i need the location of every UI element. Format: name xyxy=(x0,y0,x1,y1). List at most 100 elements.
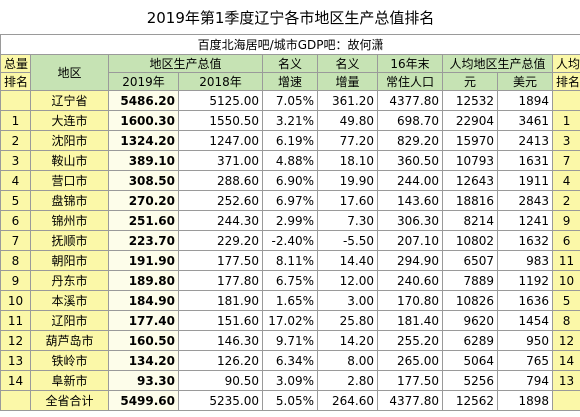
cell: 177.80 xyxy=(178,270,263,291)
data-row: 2 沈阳市 1324.20 1247.00 6.19% 77.20 829.20 15970 2… xyxy=(0,130,580,151)
column-header: 排名 xyxy=(551,72,580,91)
column-header: 16年末 xyxy=(377,54,443,73)
cell: 12562 xyxy=(442,390,498,411)
cell: 25.80 xyxy=(317,310,378,331)
title-row: 2019年第1季度辽宁各市地区生产总值排名 xyxy=(0,0,580,35)
cell: 244.30 xyxy=(178,210,263,231)
cell: 1550.50 xyxy=(178,110,263,131)
cell: 5256 xyxy=(442,370,498,391)
data-row: 6 锦州市 251.60 244.30 2.99% 7.30 306.30 8214 1241 9 xyxy=(0,210,580,231)
cell: 134.20 xyxy=(108,350,179,371)
cell: 阜新市 xyxy=(30,370,109,391)
cell: 189.80 xyxy=(108,270,179,291)
cell: 950 xyxy=(497,330,553,351)
cell: 12 xyxy=(0,330,31,351)
cell: 6 xyxy=(0,210,31,231)
cell: 全省合计 xyxy=(30,390,109,411)
column-header: 人均地区生产总值 xyxy=(442,54,553,73)
cell: 1324.20 xyxy=(108,130,179,151)
cell: 229.20 xyxy=(178,230,263,251)
cell: 17.02% xyxy=(262,310,318,331)
cell: 3.21% xyxy=(262,110,318,131)
cell xyxy=(0,90,31,111)
cell: 252.60 xyxy=(178,190,263,211)
cell: 4 xyxy=(551,170,580,191)
cell: 5486.20 xyxy=(108,90,179,111)
column-header: 名义 xyxy=(317,54,378,73)
cell: 240.60 xyxy=(377,270,443,291)
cell: 5 xyxy=(0,190,31,211)
column-header: 人均 xyxy=(551,54,580,73)
subtitle: 百度北海居吧/城市GDP吧：故何潇 xyxy=(0,34,580,55)
cell: 3 xyxy=(0,150,31,171)
cell: 5.05% xyxy=(262,390,318,411)
cell: 146.30 xyxy=(178,330,263,351)
cell: 244.00 xyxy=(377,170,443,191)
cell: 3461 xyxy=(497,110,553,131)
cell: 辽阳市 xyxy=(30,310,109,331)
cell: 11 xyxy=(0,310,31,331)
cell: 12532 xyxy=(442,90,498,111)
subtitle-row: 百度北海居吧/城市GDP吧：故何潇 xyxy=(0,34,580,55)
data-row: 辽宁省 5486.20 5125.00 7.05% 361.20 4377.80 12532… xyxy=(0,90,580,111)
cell: 1911 xyxy=(497,170,553,191)
column-header: 增量 xyxy=(317,72,378,91)
cell: 1632 xyxy=(497,230,553,251)
cell: 207.10 xyxy=(377,230,443,251)
cell: 1898 xyxy=(497,390,553,411)
cell: 丹东市 xyxy=(30,270,109,291)
cell: 2.99% xyxy=(262,210,318,231)
data-row: 8 朝阳市 191.90 177.50 8.11% 14.40 294.90 6507 983 1… xyxy=(0,250,580,271)
cell: 181.90 xyxy=(178,290,263,311)
cell: 14.40 xyxy=(317,250,378,271)
column-header: 地区 xyxy=(30,54,109,91)
cell: 1241 xyxy=(497,210,553,231)
cell: 255.20 xyxy=(377,330,443,351)
data-row: 全省合计 5499.60 5235.00 5.05% 264.60 4377.80 1256… xyxy=(0,390,580,411)
data-row: 1 大连市 1600.30 1550.50 3.21% 49.80 698.70 22904 3… xyxy=(0,110,580,131)
data-row: 7 抚顺市 223.70 229.20 -2.40% -5.50 207.10 10802 16… xyxy=(0,230,580,251)
cell: 270.20 xyxy=(108,190,179,211)
cell: 12.00 xyxy=(317,270,378,291)
cell: 18.10 xyxy=(317,150,378,171)
cell: 7889 xyxy=(442,270,498,291)
cell: 1894 xyxy=(497,90,553,111)
cell: 10793 xyxy=(442,150,498,171)
cell: 12 xyxy=(551,330,580,351)
cell: 151.60 xyxy=(178,310,263,331)
cell: 鞍山市 xyxy=(30,150,109,171)
cell: 181.40 xyxy=(377,310,443,331)
cell: 6289 xyxy=(442,330,498,351)
cell: 19.90 xyxy=(317,170,378,191)
cell: 2.80 xyxy=(317,370,378,391)
cell: 抚顺市 xyxy=(30,230,109,251)
data-row: 9 丹东市 189.80 177.80 6.75% 12.00 240.60 7889 1192… xyxy=(0,270,580,291)
column-header: 2019年 xyxy=(108,72,179,91)
cell: 361.20 xyxy=(317,90,378,111)
column-header: 排名 xyxy=(0,72,31,91)
cell: 264.60 xyxy=(317,390,378,411)
cell: 7.30 xyxy=(317,210,378,231)
header-row: 总量 地区 地区生产总值 名义 名义 16年末 人均地区生产总值 人均 xyxy=(0,54,580,91)
cell: 沈阳市 xyxy=(30,130,109,151)
cell: 营口市 xyxy=(30,170,109,191)
cell: 9 xyxy=(551,210,580,231)
cell: 288.60 xyxy=(178,170,263,191)
column-header: 2018年 xyxy=(178,72,263,91)
column-header: 元 xyxy=(442,72,498,91)
cell: 8.11% xyxy=(262,250,318,271)
cell: 3.00 xyxy=(317,290,378,311)
cell: 11 xyxy=(551,250,580,271)
cell: 朝阳市 xyxy=(30,250,109,271)
cell: 306.30 xyxy=(377,210,443,231)
cell: 4377.80 xyxy=(377,390,443,411)
cell: 90.50 xyxy=(178,370,263,391)
cell: 9.71% xyxy=(262,330,318,351)
cell: 本溪市 xyxy=(30,290,109,311)
cell: 14 xyxy=(551,350,580,371)
cell: 6.19% xyxy=(262,130,318,151)
cell: 7.05% xyxy=(262,90,318,111)
data-row: 14 阜新市 93.30 90.50 3.09% 2.80 177.50 5256 794 13 xyxy=(0,370,580,391)
column-header: 增速 xyxy=(262,72,318,91)
